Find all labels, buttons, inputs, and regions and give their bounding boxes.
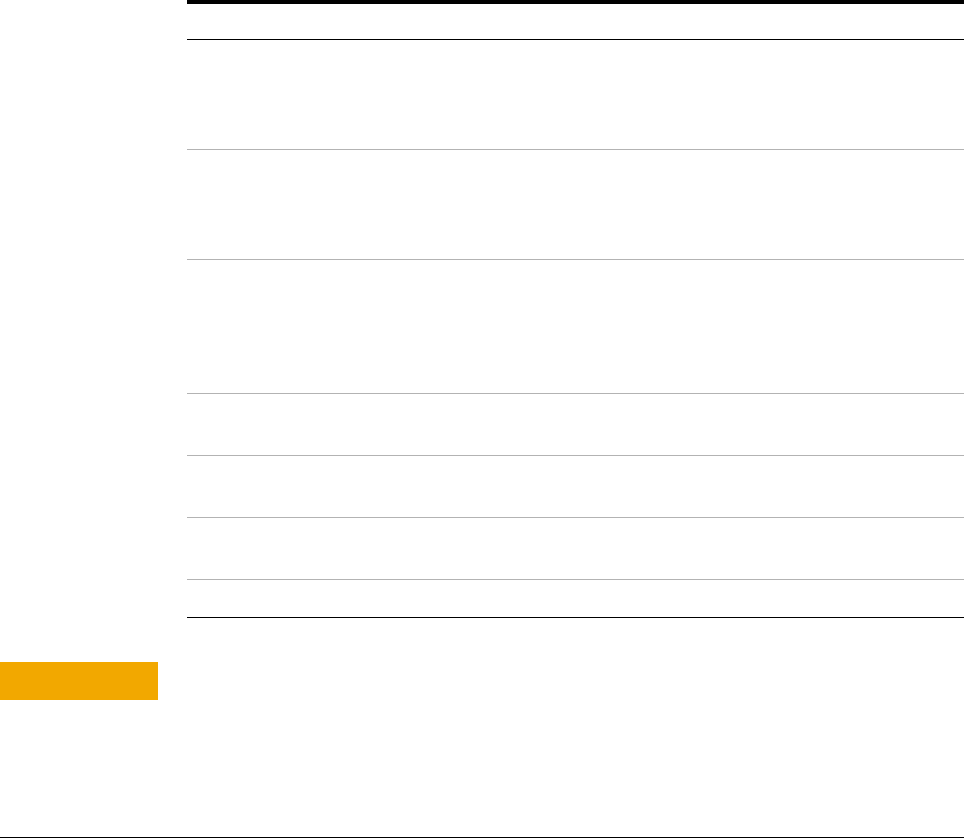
table-row-divider <box>187 455 964 456</box>
table-row-divider <box>187 579 964 580</box>
table-row-divider <box>187 259 964 260</box>
table-top-rule <box>187 0 964 4</box>
table-header-rule <box>187 39 964 40</box>
table-row-divider <box>187 149 964 150</box>
table-row-divider <box>187 517 964 518</box>
footer-rule <box>0 837 964 838</box>
table-row-divider <box>187 393 964 394</box>
table-bottom-rule <box>187 617 964 618</box>
chapter-tab-marker <box>0 662 158 700</box>
